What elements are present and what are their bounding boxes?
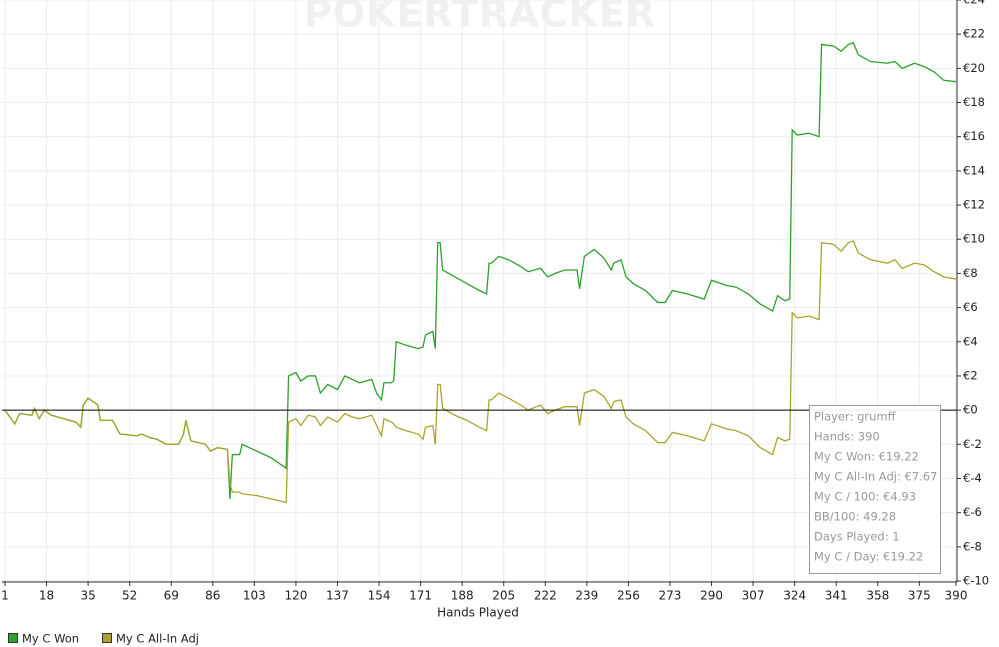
y-tick-label: €14 [963,163,985,177]
tooltip-line: My C Won: €19.22 [814,450,919,464]
tooltip-line: Days Played: 1 [814,530,900,544]
legend-swatch [102,633,112,643]
y-tick-label: €-2 [963,437,982,451]
x-axis-title: Hands Played [437,606,519,620]
x-tick-label: 188 [451,589,474,603]
x-tick-label: 18 [39,589,54,603]
legend-label: My C All-In Adj [116,632,199,646]
x-tick-label: 154 [368,589,391,603]
x-tick-label: 390 [945,589,968,603]
y-tick-label: €10 [963,232,985,246]
tooltip-line: Hands: 390 [814,430,880,444]
tooltip-line: BB/100: 49.28 [814,510,896,524]
x-tick-label: 205 [492,589,515,603]
series-line [4,240,957,504]
x-tick-label: 256 [617,589,640,603]
y-tick-label: €24 [963,0,985,7]
x-tick-label: 307 [742,589,765,603]
x-tick-label: 52 [122,589,137,603]
x-tick-label: 358 [866,589,889,603]
y-tick-label: €4 [963,334,978,348]
y-tick-label: €18 [963,95,985,109]
x-tick-label: 103 [243,589,266,603]
y-tick-label: €0 [963,403,978,417]
x-tick-label: 375 [908,589,931,603]
x-tick-label: 324 [783,589,806,603]
y-tick-label: €-8 [963,539,982,553]
x-tick-label: 35 [80,589,95,603]
y-tick-label: €22 [963,27,985,41]
tooltip-box [809,405,941,574]
y-tick-label: €16 [963,129,985,143]
x-tick-label: 120 [284,589,307,603]
y-tick-label: €6 [963,300,978,314]
y-tick-label: €2 [963,368,978,382]
y-tick-label: €-10 [963,574,989,588]
x-tick-label: 273 [659,589,682,603]
legend-label: My C Won [22,632,79,646]
legend-swatch [8,633,18,643]
x-tick-label: 69 [164,589,179,603]
y-tick-label: €-4 [963,471,982,485]
y-tick-label: €-6 [963,505,982,519]
x-tick-label: 222 [534,589,557,603]
x-tick-label: 86 [205,589,220,603]
y-tick-label: €8 [963,266,978,280]
x-tick-label: 137 [326,589,349,603]
x-tick-label: 239 [575,589,598,603]
x-tick-label: 171 [409,589,432,603]
watermark: POKERTRACKER [304,0,656,36]
tooltip-line: My C / Day: €19.22 [814,550,923,564]
y-tick-label: €20 [963,61,985,75]
y-tick-label: €12 [963,198,985,212]
x-tick-label: 341 [825,589,848,603]
x-tick-label: 1 [1,589,9,603]
tooltip-line: My C All-In Adj: €7.67 [814,470,937,484]
tooltip-line: Player: grumff [814,410,897,424]
tooltip-line: My C / 100: €4.93 [814,490,916,504]
tooltip: Player: grumff Hands: 390 My C Won: €19.22… [809,405,941,574]
x-tick-label: 290 [700,589,723,603]
